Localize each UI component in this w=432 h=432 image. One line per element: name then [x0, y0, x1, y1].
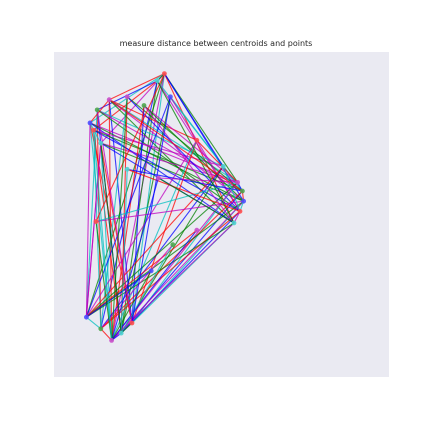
data-point	[240, 188, 245, 194]
data-point	[168, 94, 173, 100]
data-point	[109, 338, 114, 343]
data-point	[220, 164, 226, 169]
data-point	[194, 227, 200, 233]
edge-line	[86, 229, 198, 318]
edge-line	[143, 105, 235, 224]
edge-line	[111, 229, 198, 341]
edge-line	[120, 169, 128, 334]
edge-line	[156, 80, 235, 224]
edge-line	[96, 109, 224, 167]
edge-line	[93, 130, 122, 334]
edge-line	[86, 222, 235, 318]
edge-line	[196, 139, 238, 183]
edge-line	[111, 200, 244, 341]
data-point	[98, 140, 104, 146]
data-point	[194, 137, 200, 143]
data-point	[141, 103, 147, 108]
edge-line	[108, 99, 244, 202]
edge-line	[100, 143, 122, 334]
edge-line	[95, 73, 165, 222]
data-point	[94, 107, 100, 113]
edge-line	[89, 122, 102, 144]
data-point	[87, 120, 93, 126]
edge-line	[111, 105, 145, 341]
data-point	[170, 242, 176, 248]
data-point	[162, 71, 167, 76]
edge-layer	[85, 73, 245, 341]
edge-line	[120, 322, 133, 334]
edge-line	[85, 122, 91, 318]
data-point	[129, 320, 135, 326]
edge-line	[95, 200, 244, 223]
data-point	[91, 127, 96, 133]
data-point	[156, 175, 161, 181]
edge-line	[86, 181, 238, 318]
data-point	[124, 94, 130, 100]
data-point	[241, 198, 247, 204]
data-point	[154, 78, 160, 84]
edge-line	[111, 96, 128, 341]
edge-line	[163, 73, 224, 167]
chart-title: measure distance between centroids and p…	[119, 39, 313, 48]
edge-line	[93, 80, 158, 131]
edge-line	[108, 99, 238, 183]
edge-line	[96, 109, 102, 329]
data-point	[235, 179, 241, 185]
edge-line	[127, 168, 243, 192]
edge-line	[163, 73, 239, 183]
data-point	[231, 220, 237, 226]
edge-line	[85, 143, 102, 318]
edge-line	[100, 328, 113, 341]
edge-line	[96, 109, 133, 324]
edge-line	[89, 99, 110, 124]
data-point	[124, 166, 130, 172]
edge-line	[108, 99, 198, 141]
edge-line	[85, 166, 224, 318]
data-point	[106, 97, 112, 103]
edge-line	[108, 73, 165, 101]
edge-line	[108, 99, 235, 224]
edge-line	[108, 99, 243, 192]
edge-line	[95, 221, 113, 341]
data-point	[237, 208, 243, 214]
edge-line	[100, 143, 113, 341]
data-point	[93, 219, 99, 224]
edge-line	[120, 244, 174, 334]
edge-line	[85, 96, 171, 318]
data-point	[84, 314, 89, 320]
edge-line	[158, 177, 238, 183]
edge-line	[127, 168, 241, 212]
edge-line	[222, 166, 241, 212]
edge-line	[86, 316, 102, 330]
edge-line	[111, 270, 152, 341]
edge-line	[131, 73, 165, 324]
edge-line	[100, 210, 241, 330]
edge-line	[126, 96, 241, 212]
data-point	[98, 326, 104, 332]
edge-line	[93, 129, 241, 212]
edge-line	[163, 73, 235, 224]
edge-line	[169, 96, 241, 212]
edge-line	[93, 130, 113, 341]
edge-line	[131, 96, 171, 324]
data-point	[148, 268, 154, 274]
edge-line	[158, 177, 235, 224]
edge-line	[86, 270, 152, 318]
data-point	[118, 330, 124, 336]
edge-line	[100, 166, 224, 330]
point-layer	[84, 71, 247, 343]
